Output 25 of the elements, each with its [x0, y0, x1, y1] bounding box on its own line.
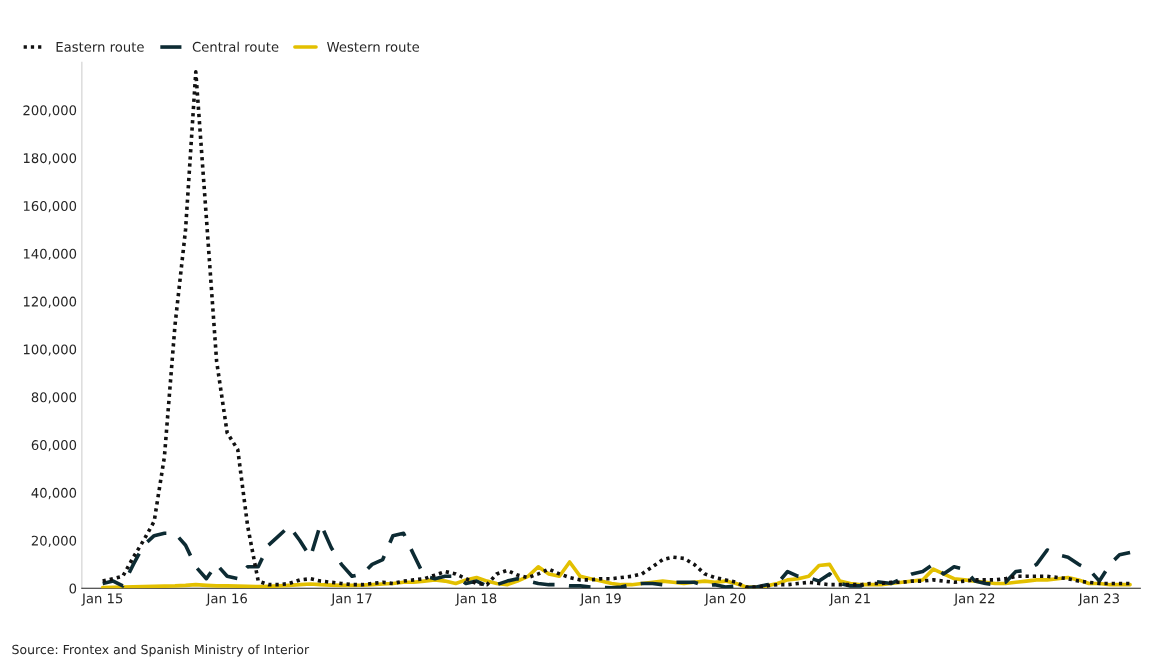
- legend-label: Western route: [327, 42, 420, 52]
- x-tick-label: Jan 21: [829, 593, 870, 606]
- legend-label: Central route: [192, 41, 279, 52]
- y-tick-label: 180,000: [23, 153, 77, 165]
- y-tick-label: 200,000: [23, 105, 77, 117]
- x-tick-label: Jan 15: [81, 593, 123, 606]
- y-tick-label: 120,000: [23, 296, 77, 308]
- x-tick-label: Jan 19: [579, 593, 621, 606]
- x-tick-label: Jan 18: [455, 593, 497, 606]
- y-tick-label: 20,000: [31, 535, 77, 547]
- x-tick-label: Jan 23: [1078, 593, 1119, 606]
- x-tick-label: Jan 20: [704, 593, 746, 606]
- legend-label: Eastern route: [56, 42, 144, 52]
- x-tick-label: Jan 17: [330, 593, 372, 606]
- y-tick-label: 40,000: [31, 487, 77, 500]
- y-tick-label: 80,000: [31, 392, 77, 404]
- x-tick-label: Jan 16: [205, 593, 248, 606]
- y-tick-label: 0: [69, 583, 77, 594]
- line-series: [100, 70, 1132, 589]
- y-tick-label: 100,000: [23, 344, 77, 356]
- source-note: Source: Frontex and Spanish Ministry of Interior: [12, 644, 310, 657]
- y-tick-label: 160,000: [23, 200, 77, 213]
- x-tick-label: Jan 22: [953, 593, 995, 606]
- y-tick-label: 140,000: [23, 248, 77, 261]
- y-tick-label: 60,000: [31, 440, 77, 452]
